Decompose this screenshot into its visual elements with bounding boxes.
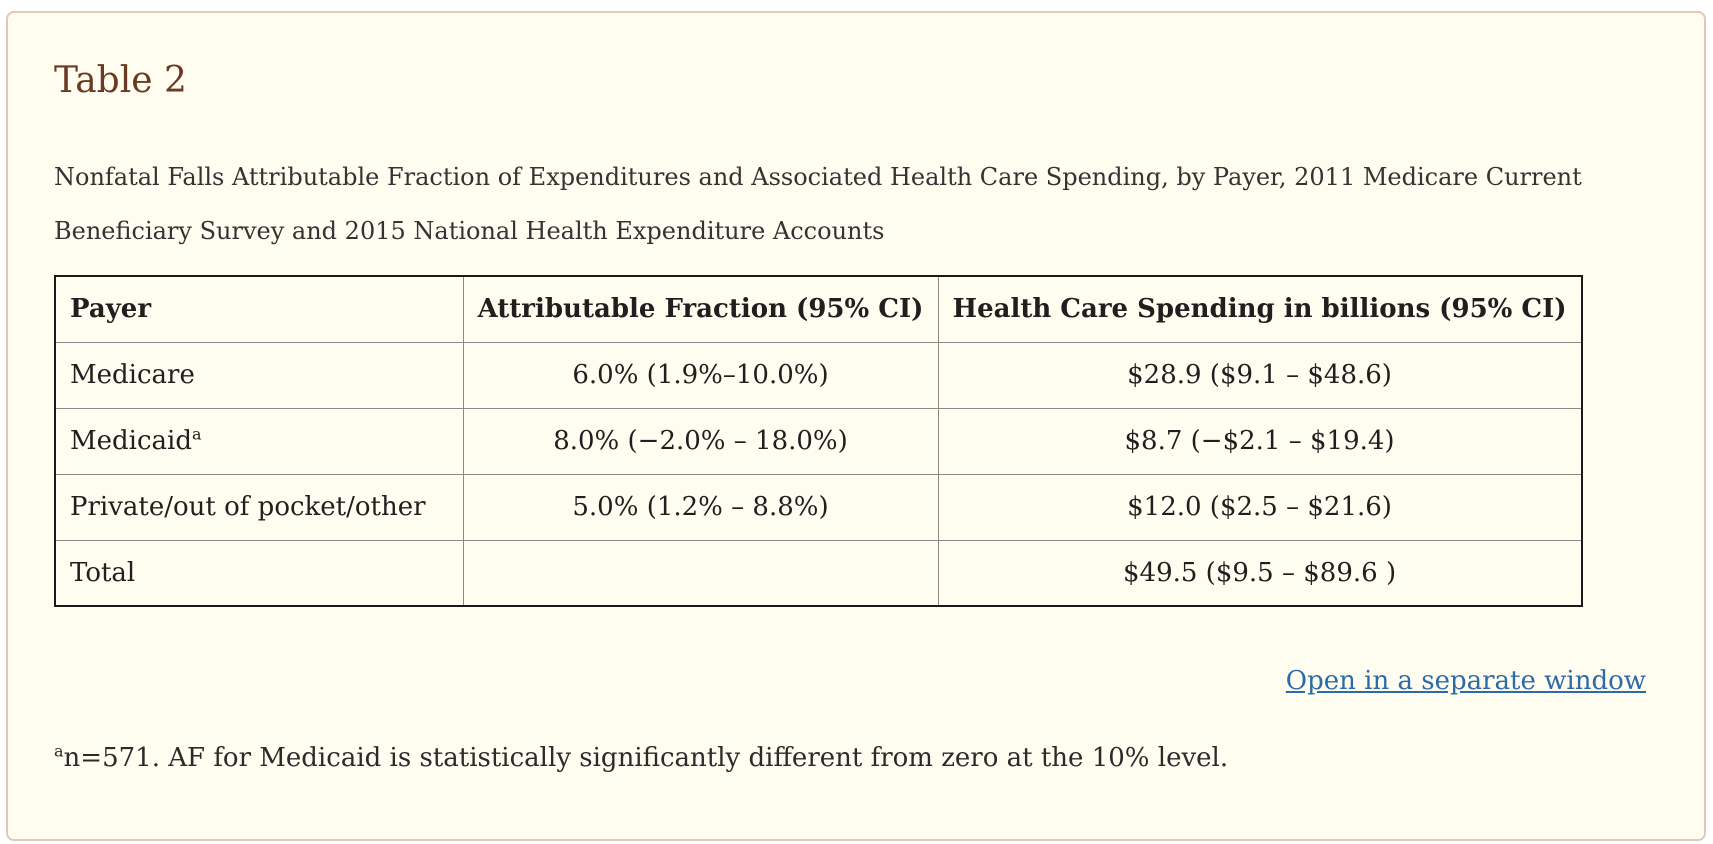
table-caption: Nonfatal Falls Attributable Fraction of …	[54, 163, 1582, 245]
payer-cell: Medicaida	[54, 407, 464, 475]
table-row: Medicare 6.0% (1.9%–10.0%) $28.9 ($9.1 –…	[54, 341, 1583, 409]
spending-cell: $12.0 ($2.5 – $21.6)	[937, 473, 1583, 541]
footnote-marker: a	[54, 741, 64, 761]
table-footnote: an=571. AF for Medicaid is statistically…	[54, 743, 1228, 773]
table-title: Table 2	[54, 60, 187, 101]
spending-cell: $49.5 ($9.5 – $89.6 )	[937, 539, 1583, 607]
payer-name: Medicaid	[70, 426, 192, 456]
payer-cell: Total	[54, 539, 464, 607]
open-separate-window-link[interactable]: Open in a separate window	[1285, 666, 1646, 696]
payer-name: Medicare	[70, 360, 195, 390]
payer-name: Private/out of pocket/other	[70, 492, 426, 522]
af-cell	[462, 539, 939, 607]
table-row: Private/out of pocket/other 5.0% (1.2% –…	[54, 473, 1583, 541]
data-table: Payer Attributable Fraction (95% CI) Hea…	[54, 275, 1583, 607]
footnote-text: n=571. AF for Medicaid is statistically …	[63, 743, 1229, 773]
payer-cell: Medicare	[54, 341, 464, 409]
header-row: Payer Attributable Fraction (95% CI) Hea…	[54, 275, 1583, 343]
table-row: Medicaida 8.0% (−2.0% – 18.0%) $8.7 (−$2…	[54, 407, 1583, 475]
header-health-care-spending: Health Care Spending in billions (95% CI…	[937, 275, 1583, 343]
spending-cell: $8.7 (−$2.1 – $19.4)	[937, 407, 1583, 475]
footnote-marker: a	[192, 424, 202, 444]
payer-cell: Private/out of pocket/other	[54, 473, 464, 541]
header-payer: Payer	[54, 275, 464, 343]
header-attributable-fraction: Attributable Fraction (95% CI)	[462, 275, 939, 343]
table-row: Total $49.5 ($9.5 – $89.6 )	[54, 539, 1583, 607]
af-cell: 6.0% (1.9%–10.0%)	[462, 341, 939, 409]
spending-cell: $28.9 ($9.1 – $48.6)	[937, 341, 1583, 409]
af-cell: 5.0% (1.2% – 8.8%)	[462, 473, 939, 541]
af-cell: 8.0% (−2.0% – 18.0%)	[462, 407, 939, 475]
payer-name: Total	[70, 557, 136, 588]
